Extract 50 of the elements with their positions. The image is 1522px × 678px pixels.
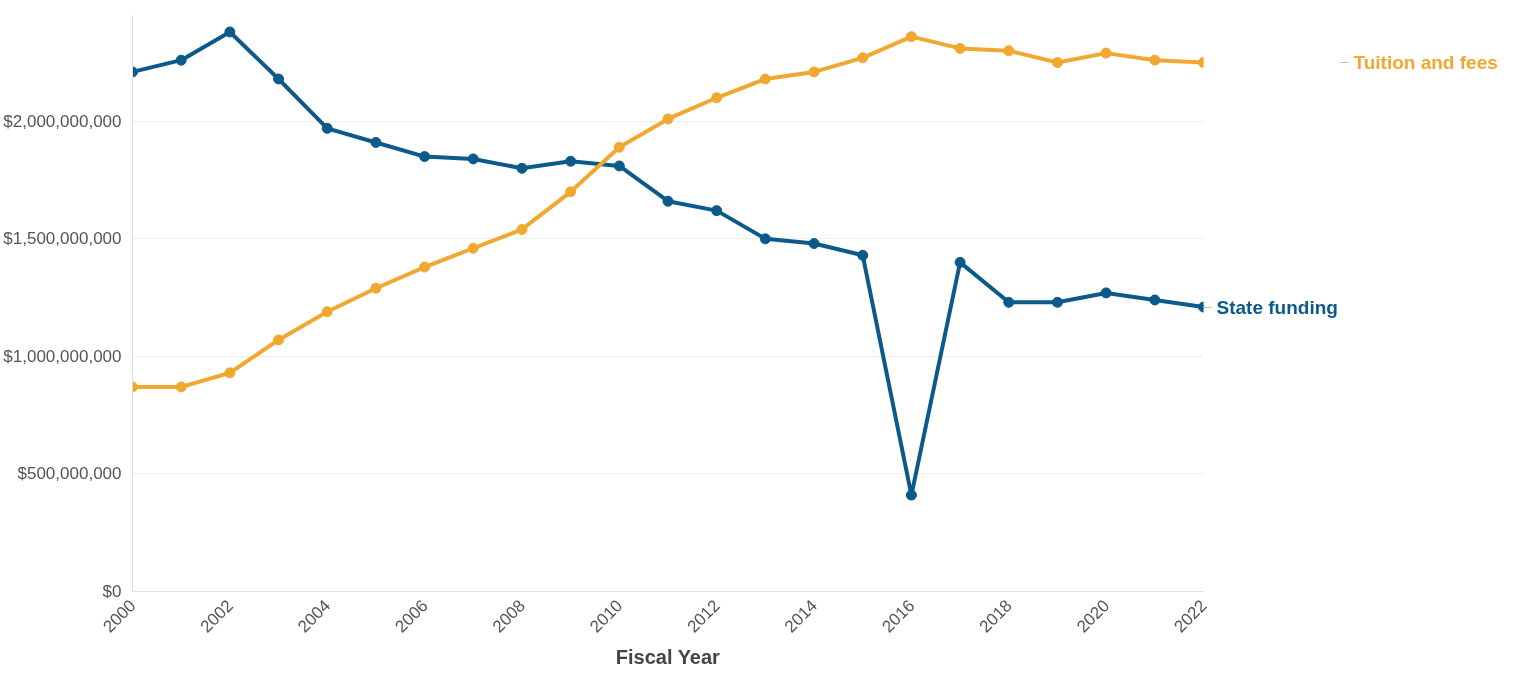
x-axis-title: Fiscal Year xyxy=(615,645,721,668)
point xyxy=(711,205,723,217)
point xyxy=(273,334,285,346)
point xyxy=(1149,54,1161,66)
point xyxy=(321,122,333,134)
point xyxy=(224,367,236,379)
point xyxy=(857,249,869,261)
point xyxy=(1003,45,1015,57)
point xyxy=(662,113,674,125)
point xyxy=(905,489,917,501)
point xyxy=(1100,287,1112,299)
series-label: State funding xyxy=(1216,296,1338,318)
point xyxy=(370,282,382,294)
point xyxy=(516,162,528,174)
point xyxy=(759,233,771,245)
point xyxy=(1003,296,1015,308)
point xyxy=(419,261,431,273)
point xyxy=(321,306,333,318)
text: Tuition and fees xyxy=(1353,52,1498,74)
y-tick-label: $0 xyxy=(102,582,122,601)
point xyxy=(905,31,917,43)
point xyxy=(759,73,771,85)
point xyxy=(565,186,577,198)
point xyxy=(954,256,966,268)
point xyxy=(1051,57,1063,69)
point xyxy=(857,52,869,64)
point xyxy=(711,92,723,104)
y-tick-label: $500,000,000 xyxy=(17,464,122,484)
point xyxy=(613,160,625,172)
point xyxy=(175,54,187,66)
point xyxy=(224,26,236,38)
point xyxy=(808,238,820,250)
point xyxy=(419,151,431,163)
point xyxy=(1100,47,1112,59)
point xyxy=(808,66,820,78)
point xyxy=(613,141,625,153)
y-tick-label: $2,000,000,000 xyxy=(3,111,122,131)
point xyxy=(1051,296,1063,308)
point xyxy=(467,242,479,254)
point xyxy=(565,155,577,167)
point xyxy=(175,381,187,393)
point xyxy=(662,195,674,207)
point xyxy=(516,223,528,235)
point xyxy=(467,153,479,165)
y-tick-label: $1,000,000,000 xyxy=(3,346,122,366)
point xyxy=(1149,294,1161,306)
point xyxy=(370,136,382,148)
point xyxy=(954,42,966,54)
point xyxy=(273,73,285,85)
y-tick-label: $1,500,000,000 xyxy=(3,229,122,249)
